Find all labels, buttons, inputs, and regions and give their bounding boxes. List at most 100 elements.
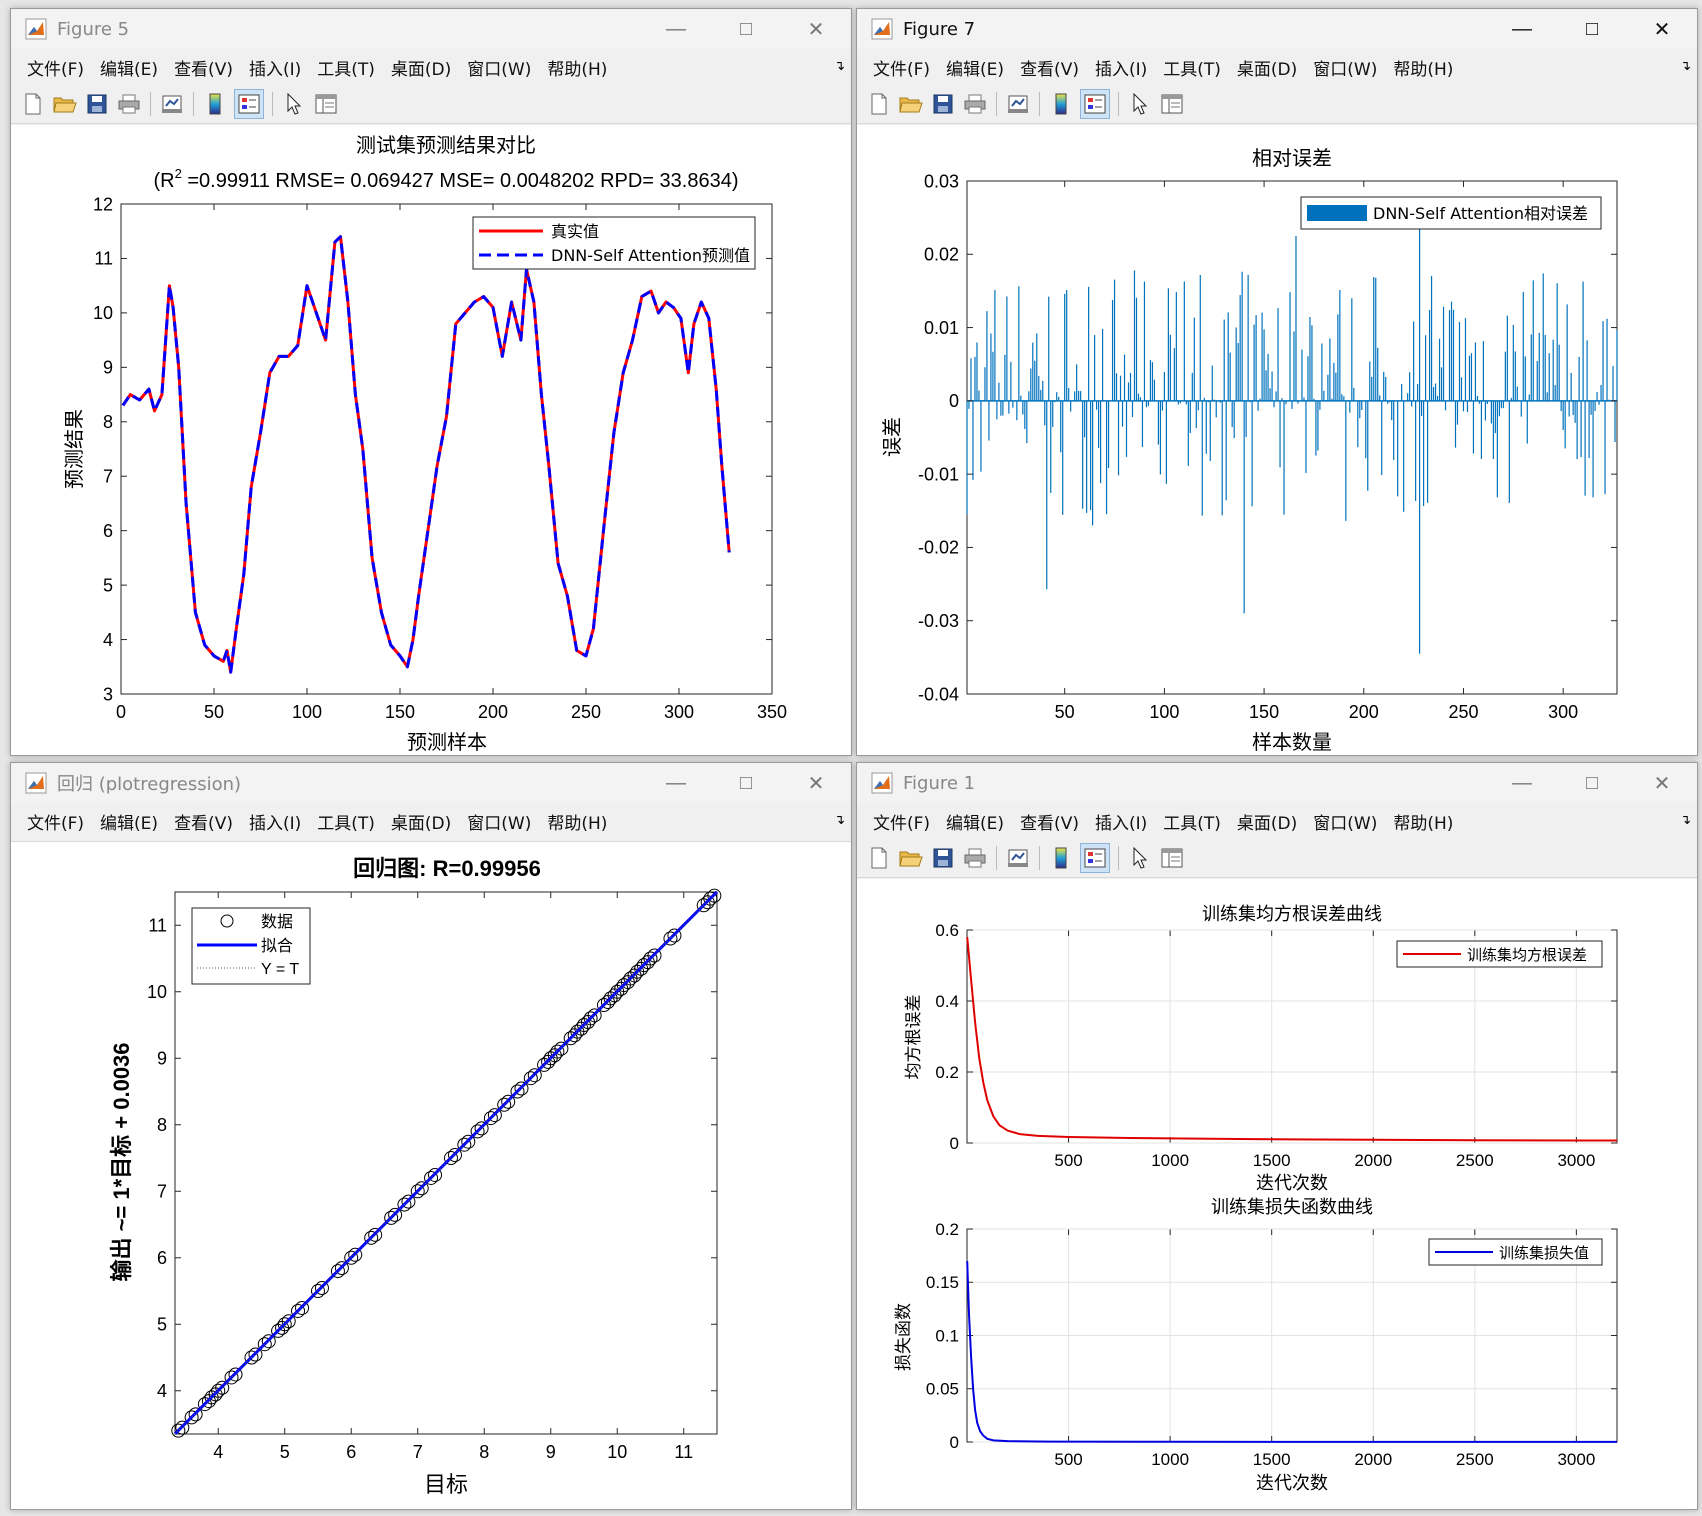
legend-icon[interactable] bbox=[1080, 843, 1110, 873]
property-editor-icon[interactable] bbox=[1159, 91, 1185, 117]
menu-item[interactable]: 查看(V) bbox=[1020, 59, 1079, 80]
dock-figure-icon[interactable]: ↴ bbox=[1680, 813, 1691, 828]
menu-item[interactable]: 帮助(H) bbox=[1393, 813, 1454, 834]
new-figure-icon[interactable] bbox=[20, 91, 46, 117]
minimize-icon[interactable]: — bbox=[666, 771, 686, 794]
save-icon[interactable] bbox=[930, 91, 956, 117]
print-icon[interactable] bbox=[962, 845, 988, 871]
new-figure-icon[interactable] bbox=[866, 845, 892, 871]
maximize-icon[interactable]: □ bbox=[1585, 771, 1599, 794]
pointer-icon[interactable] bbox=[281, 91, 307, 117]
legend[interactable]: DNN-Self Attention相对误差 bbox=[1300, 196, 1602, 230]
figure7-titlebar[interactable]: Figure 7 — □ ✕ bbox=[857, 9, 1697, 49]
data-point bbox=[257, 1337, 272, 1352]
colorbar-icon[interactable] bbox=[202, 91, 228, 117]
regression-titlebar[interactable]: 回归 (plotregression) — □ ✕ bbox=[11, 763, 851, 803]
x-axis-label: 样本数量 bbox=[1252, 730, 1332, 754]
menu-item[interactable]: 查看(V) bbox=[1020, 813, 1079, 834]
link-plot-icon[interactable] bbox=[1005, 845, 1031, 871]
menu-item[interactable]: 工具(T) bbox=[1163, 813, 1221, 834]
menu-item[interactable]: 工具(T) bbox=[317, 813, 375, 834]
top-legend[interactable]: 训练集均方根误差 bbox=[1396, 940, 1603, 968]
menu-item[interactable]: 文件(F) bbox=[27, 59, 85, 80]
close-icon[interactable]: ✕ bbox=[1653, 772, 1671, 795]
menu-item[interactable]: 桌面(D) bbox=[1236, 59, 1298, 80]
pointer-icon[interactable] bbox=[1127, 845, 1153, 871]
data-point bbox=[443, 1151, 458, 1166]
menu-item[interactable]: 桌面(D) bbox=[390, 813, 452, 834]
menu-item[interactable]: 帮助(H) bbox=[547, 59, 608, 80]
fit-line bbox=[173, 890, 719, 1435]
close-icon[interactable]: ✕ bbox=[807, 772, 825, 795]
menu-item[interactable]: 插入(I) bbox=[1094, 813, 1148, 834]
save-icon[interactable] bbox=[930, 845, 956, 871]
property-editor-icon[interactable] bbox=[313, 91, 339, 117]
menu-item[interactable]: 编辑(E) bbox=[946, 59, 1005, 80]
legend[interactable]: 真实值 DNN-Self Attention预测值 bbox=[472, 216, 756, 270]
menu-item[interactable]: 文件(F) bbox=[27, 813, 85, 834]
legend-icon[interactable] bbox=[1080, 89, 1110, 119]
menu-item[interactable]: 文件(F) bbox=[873, 813, 931, 834]
menu-item[interactable]: 工具(T) bbox=[1163, 59, 1221, 80]
new-figure-icon[interactable] bbox=[866, 91, 892, 117]
menu-item[interactable]: 查看(V) bbox=[174, 59, 233, 80]
menu-item[interactable]: 桌面(D) bbox=[1236, 813, 1298, 834]
minimize-icon[interactable]: — bbox=[1512, 17, 1532, 40]
minimize-icon[interactable]: — bbox=[666, 17, 686, 40]
menu-item[interactable]: 帮助(H) bbox=[1393, 59, 1454, 80]
dock-figure-icon[interactable]: ↴ bbox=[834, 59, 845, 74]
menu-item[interactable]: 窗口(W) bbox=[1313, 813, 1378, 834]
bottom-legend[interactable]: 训练集损失值 bbox=[1428, 1238, 1603, 1266]
menu-item[interactable]: 窗口(W) bbox=[467, 813, 532, 834]
data-point bbox=[344, 1250, 359, 1265]
menu-item[interactable]: 桌面(D) bbox=[390, 59, 452, 80]
dock-figure-icon[interactable]: ↴ bbox=[1680, 59, 1691, 74]
menu-item[interactable]: 窗口(W) bbox=[1313, 59, 1378, 80]
training-curves-plot[interactable]: 训练集均方根误差曲线 500 1000 1500 2000 2500 3000 0 0.2 0.… bbox=[857, 879, 1697, 1509]
link-plot-icon[interactable] bbox=[1005, 91, 1031, 117]
prediction-comparison-plot[interactable]: 测试集预测结果对比 (R2 =0.99911 RMSE= 0.069427 MS… bbox=[11, 125, 851, 755]
link-plot-icon[interactable] bbox=[159, 91, 185, 117]
series-line-pred bbox=[121, 235, 731, 674]
legend[interactable]: 数据 拟合 Y = T bbox=[191, 907, 311, 985]
figure5-titlebar[interactable]: Figure 5 — □ ✕ bbox=[11, 9, 851, 49]
legend-icon[interactable] bbox=[234, 89, 264, 119]
pointer-icon[interactable] bbox=[1127, 91, 1153, 117]
save-icon[interactable] bbox=[84, 91, 110, 117]
dock-figure-icon[interactable]: ↴ bbox=[834, 813, 845, 828]
colorbar-icon[interactable] bbox=[1048, 845, 1074, 871]
menu-item[interactable]: 编辑(E) bbox=[946, 813, 1005, 834]
y-tick-label: 0.02 bbox=[924, 245, 959, 265]
print-icon[interactable] bbox=[116, 91, 142, 117]
data-point bbox=[514, 1081, 529, 1096]
data-point bbox=[583, 1011, 598, 1026]
menu-item[interactable]: 查看(V) bbox=[174, 813, 233, 834]
open-icon[interactable] bbox=[898, 845, 924, 871]
close-icon[interactable]: ✕ bbox=[1653, 18, 1671, 41]
property-editor-icon[interactable] bbox=[1159, 845, 1185, 871]
relative-error-plot[interactable]: 相对误差 50 100 150 200 250 300 -0.04 -0.03 -0.02 -0.… bbox=[857, 125, 1697, 755]
menu-item[interactable]: 帮助(H) bbox=[547, 813, 608, 834]
regression-plot[interactable]: 回归图: R=0.99956 4 5 6 7 8 9 10 11 4 5 6 7 8 9 10 11 目标 输… bbox=[11, 842, 851, 1510]
y-tick-label: 0 bbox=[949, 391, 959, 411]
minimize-icon[interactable]: — bbox=[1512, 771, 1532, 794]
bottom-y-axis-label: 损失函数 bbox=[894, 1303, 914, 1371]
menu-item[interactable]: 编辑(E) bbox=[100, 59, 159, 80]
menu-item[interactable]: 窗口(W) bbox=[467, 59, 532, 80]
maximize-icon[interactable]: □ bbox=[1585, 17, 1599, 40]
close-icon[interactable]: ✕ bbox=[807, 18, 825, 41]
maximize-icon[interactable]: □ bbox=[739, 17, 753, 40]
open-icon[interactable] bbox=[898, 91, 924, 117]
print-icon[interactable] bbox=[962, 91, 988, 117]
menu-item[interactable]: 插入(I) bbox=[1094, 59, 1148, 80]
maximize-icon[interactable]: □ bbox=[739, 771, 753, 794]
menu-item[interactable]: 文件(F) bbox=[873, 59, 931, 80]
menu-item[interactable]: 工具(T) bbox=[317, 59, 375, 80]
menu-item[interactable]: 插入(I) bbox=[248, 59, 302, 80]
menu-item[interactable]: 编辑(E) bbox=[100, 813, 159, 834]
figure1-titlebar[interactable]: Figure 1 — □ ✕ bbox=[857, 763, 1697, 803]
data-point bbox=[474, 1121, 489, 1136]
open-icon[interactable] bbox=[52, 91, 78, 117]
menu-item[interactable]: 插入(I) bbox=[248, 813, 302, 834]
colorbar-icon[interactable] bbox=[1048, 91, 1074, 117]
